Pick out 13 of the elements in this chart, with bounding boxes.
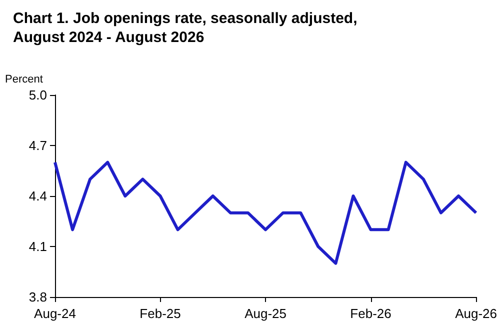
x-tick-label: Aug-24: [34, 306, 76, 321]
y-tick-label: 3.8: [28, 290, 47, 304]
x-tick-label: Aug-25: [244, 306, 286, 321]
x-tick-label: Feb-26: [350, 306, 392, 321]
x-tick-label: Feb-25: [140, 306, 181, 321]
y-tick-label: 4.4: [28, 188, 47, 204]
x-tick-label: Aug-26: [455, 306, 497, 321]
y-tick-label: 4.7: [28, 138, 47, 153]
y-axis-title: Percent: [5, 74, 43, 86]
y-tick-label: 5.0: [28, 88, 47, 102]
chart-title: Chart 1. Job openings rate, seasonally adjusted, August 2024 - August 2026: [13, 10, 362, 46]
line-series: [54, 160, 478, 265]
y-tick-label: 4.1: [28, 239, 47, 254]
